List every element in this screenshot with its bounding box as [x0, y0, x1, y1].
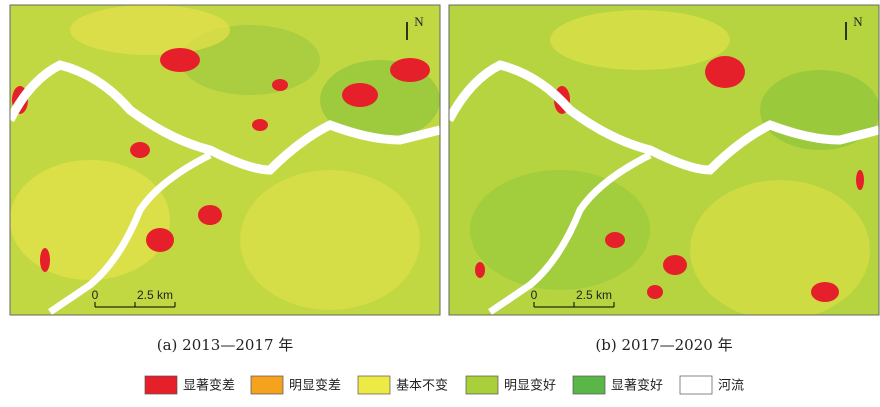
- legend-label: 基本不变: [396, 378, 448, 394]
- legend-label: 显著变差: [183, 378, 235, 394]
- legend-swatch: [679, 375, 713, 395]
- legend-label: 明显变好: [504, 378, 556, 394]
- scale-bar: [94, 302, 176, 308]
- north-label: N: [414, 14, 424, 29]
- legend-label: 显著变好: [611, 378, 663, 394]
- legend-label: 河流: [718, 379, 744, 394]
- scale-start: 0: [531, 288, 538, 302]
- scale-bar: [533, 302, 615, 308]
- legend-label: 明显变差: [289, 378, 341, 394]
- map-a: [10, 5, 440, 315]
- legend-swatch: [250, 375, 284, 395]
- map-b: [449, 5, 879, 315]
- frame: [448, 4, 880, 316]
- legend-swatch: [465, 375, 499, 395]
- legend-swatch: [357, 375, 391, 395]
- legend: 显著变差 明显变差 基本不变 明显变好 显著变好 河流: [144, 375, 744, 395]
- legend-swatch: [144, 375, 178, 395]
- north-label: N: [853, 14, 863, 29]
- scale-end: 2.5 km: [576, 288, 612, 302]
- frame: [9, 4, 441, 316]
- scale-end: 2.5 km: [137, 288, 173, 302]
- scale-start: 0: [92, 288, 99, 302]
- caption: (b) 2017—2020 年: [595, 336, 732, 354]
- caption: (a) 2013—2017 年: [157, 336, 294, 354]
- legend-swatch: [572, 375, 606, 395]
